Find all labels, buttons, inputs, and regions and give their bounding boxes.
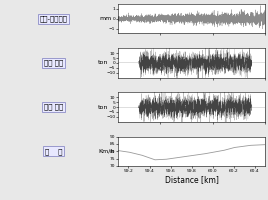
Text: 무족 문중: 무족 문중 [44,60,63,66]
X-axis label: Distance [km]: Distance [km] [165,176,219,185]
Y-axis label: ton: ton [98,60,109,65]
Text: 축상-대치변위: 축상-대치변위 [40,15,68,22]
Y-axis label: Km/h: Km/h [99,149,115,154]
Y-axis label: mm: mm [100,16,112,21]
Text: 속    도: 속 도 [45,148,62,155]
Text: 좌측 문중: 좌측 문중 [44,104,63,110]
Y-axis label: ton: ton [98,105,109,110]
